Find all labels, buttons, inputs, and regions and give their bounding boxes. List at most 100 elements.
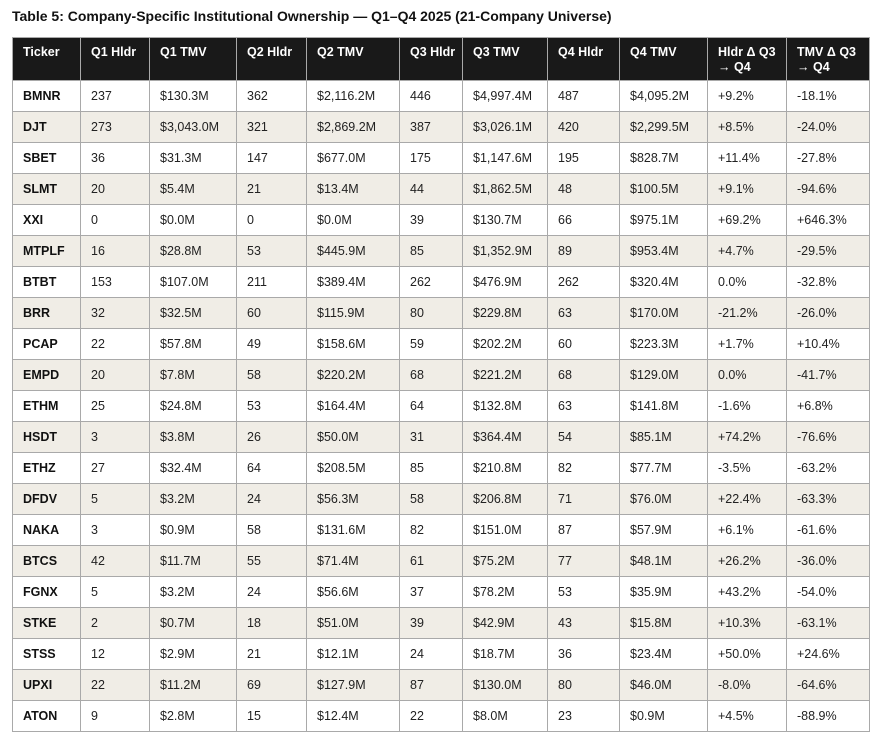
data-cell-q4-hldr: 89 xyxy=(547,235,620,268)
data-cell-q2-tmv: $56.3M xyxy=(306,483,400,516)
data-cell-q1-hldr: 273 xyxy=(80,111,150,144)
table-row-pcap: PCAP 22 $57.8M 49 $158.6M 59 $202.2M 60 $223.3M +… xyxy=(12,328,870,361)
ticker-cell: HSDT xyxy=(12,421,81,454)
data-cell-q1-hldr: 9 xyxy=(80,700,150,733)
data-cell-hldr-delta-q3-q4: +10.3% xyxy=(707,607,787,640)
data-cell-q1-tmv: $28.8M xyxy=(149,235,237,268)
data-cell-q4-tmv: $223.3M xyxy=(619,328,708,361)
data-cell-q1-tmv: $32.4M xyxy=(149,452,237,485)
data-cell-q4-tmv: $170.0M xyxy=(619,297,708,330)
column-header-q2-tmv: Q2 TMV xyxy=(306,37,400,82)
data-cell-q1-hldr: 153 xyxy=(80,266,150,299)
data-cell-tmv-delta-q3-q4: -27.8% xyxy=(786,142,870,175)
data-cell-q3-hldr: 59 xyxy=(399,328,463,361)
institutional-ownership-table: Ticker Q1 Hldr Q1 TMV Q2 Hldr Q2 TMV Q3 Hldr Q… xyxy=(12,37,870,733)
data-cell-hldr-delta-q3-q4: 0.0% xyxy=(707,359,787,392)
data-cell-q3-tmv: $4,997.4M xyxy=(462,80,548,113)
data-cell-q3-tmv: $130.0M xyxy=(462,669,548,702)
data-cell-q2-tmv: $12.1M xyxy=(306,638,400,671)
data-cell-q3-hldr: 61 xyxy=(399,545,463,578)
ticker-cell: BTBT xyxy=(12,266,81,299)
data-cell-q4-tmv: $23.4M xyxy=(619,638,708,671)
data-cell-hldr-delta-q3-q4: 0.0% xyxy=(707,266,787,299)
data-cell-q2-hldr: 0 xyxy=(236,204,307,237)
data-cell-q4-hldr: 53 xyxy=(547,576,620,609)
ticker-cell: SLMT xyxy=(12,173,81,206)
table-row-sbet: SBET 36 $31.3M 147 $677.0M 175 $1,147.6M 195 $82… xyxy=(12,142,870,175)
data-cell-q4-hldr: 68 xyxy=(547,359,620,392)
table-row-naka: NAKA 3 $0.9M 58 $131.6M 82 $151.0M 87 $57.9M +6.1… xyxy=(12,514,870,547)
data-cell-q4-hldr: 36 xyxy=(547,638,620,671)
data-cell-q4-hldr: 63 xyxy=(547,390,620,423)
data-cell-q3-hldr: 82 xyxy=(399,514,463,547)
data-cell-q1-tmv: $107.0M xyxy=(149,266,237,299)
data-cell-q1-tmv: $11.2M xyxy=(149,669,237,702)
table-row-aton: ATON 9 $2.8M 15 $12.4M 22 $8.0M 23 $0.9M +4.5% -88… xyxy=(12,700,870,733)
data-cell-tmv-delta-q3-q4: +24.6% xyxy=(786,638,870,671)
data-cell-q3-hldr: 39 xyxy=(399,607,463,640)
ticker-cell: BMNR xyxy=(12,80,81,113)
table-row-xxi: XXI 0 $0.0M 0 $0.0M 39 $130.7M 66 $975.1M +69.2% +… xyxy=(12,204,870,237)
table-row-stke: STKE 2 $0.7M 18 $51.0M 39 $42.9M 43 $15.8M +10.3%… xyxy=(12,607,870,640)
table-row-dfdv: DFDV 5 $3.2M 24 $56.3M 58 $206.8M 71 $76.0M +22.4… xyxy=(12,483,870,516)
data-cell-q1-hldr: 5 xyxy=(80,576,150,609)
data-cell-q1-hldr: 237 xyxy=(80,80,150,113)
data-cell-q3-tmv: $151.0M xyxy=(462,514,548,547)
data-cell-q4-hldr: 43 xyxy=(547,607,620,640)
data-cell-hldr-delta-q3-q4: +26.2% xyxy=(707,545,787,578)
ticker-cell: ETHZ xyxy=(12,452,81,485)
data-cell-q1-hldr: 0 xyxy=(80,204,150,237)
data-cell-q3-tmv: $8.0M xyxy=(462,700,548,733)
data-cell-q1-hldr: 20 xyxy=(80,173,150,206)
data-cell-q2-tmv: $220.2M xyxy=(306,359,400,392)
ticker-cell: DFDV xyxy=(12,483,81,516)
data-cell-q2-tmv: $2,869.2M xyxy=(306,111,400,144)
data-cell-q2-hldr: 58 xyxy=(236,359,307,392)
table-row-stss: STSS 12 $2.9M 21 $12.1M 24 $18.7M 36 $23.4M +50.0… xyxy=(12,638,870,671)
data-cell-q1-tmv: $2.8M xyxy=(149,700,237,733)
ticker-cell: SBET xyxy=(12,142,81,175)
data-cell-q4-tmv: $100.5M xyxy=(619,173,708,206)
data-cell-tmv-delta-q3-q4: -94.6% xyxy=(786,173,870,206)
data-cell-q2-tmv: $115.9M xyxy=(306,297,400,330)
ticker-cell: MTPLF xyxy=(12,235,81,268)
data-cell-q1-hldr: 12 xyxy=(80,638,150,671)
data-cell-q2-tmv: $208.5M xyxy=(306,452,400,485)
data-cell-tmv-delta-q3-q4: -88.9% xyxy=(786,700,870,733)
data-cell-hldr-delta-q3-q4: +8.5% xyxy=(707,111,787,144)
data-cell-q3-tmv: $1,862.5M xyxy=(462,173,548,206)
data-cell-q2-hldr: 58 xyxy=(236,514,307,547)
data-cell-q1-hldr: 27 xyxy=(80,452,150,485)
data-cell-hldr-delta-q3-q4: +4.7% xyxy=(707,235,787,268)
data-cell-q1-hldr: 22 xyxy=(80,669,150,702)
data-cell-hldr-delta-q3-q4: +4.5% xyxy=(707,700,787,733)
data-cell-q4-hldr: 195 xyxy=(547,142,620,175)
data-cell-tmv-delta-q3-q4: -26.0% xyxy=(786,297,870,330)
ticker-cell: UPXI xyxy=(12,669,81,702)
data-cell-hldr-delta-q3-q4: +1.7% xyxy=(707,328,787,361)
ticker-cell: FGNX xyxy=(12,576,81,609)
data-cell-q2-tmv: $13.4M xyxy=(306,173,400,206)
table-header-row: Ticker Q1 Hldr Q1 TMV Q2 Hldr Q2 TMV Q3 Hldr Q… xyxy=(12,37,870,82)
data-cell-q2-hldr: 64 xyxy=(236,452,307,485)
data-cell-q4-hldr: 487 xyxy=(547,80,620,113)
data-cell-q1-tmv: $31.3M xyxy=(149,142,237,175)
table-row-ethz: ETHZ 27 $32.4M 64 $208.5M 85 $210.8M 82 $77.7M -3… xyxy=(12,452,870,485)
data-cell-q3-hldr: 85 xyxy=(399,235,463,268)
data-cell-q2-hldr: 55 xyxy=(236,545,307,578)
data-cell-q4-tmv: $129.0M xyxy=(619,359,708,392)
data-cell-q3-tmv: $202.2M xyxy=(462,328,548,361)
data-cell-q2-tmv: $677.0M xyxy=(306,142,400,175)
column-header-q3-hldr: Q3 Hldr xyxy=(399,37,463,82)
data-cell-hldr-delta-q3-q4: +43.2% xyxy=(707,576,787,609)
data-cell-q4-tmv: $35.9M xyxy=(619,576,708,609)
data-cell-q2-tmv: $50.0M xyxy=(306,421,400,454)
data-cell-q3-hldr: 64 xyxy=(399,390,463,423)
data-cell-q1-tmv: $11.7M xyxy=(149,545,237,578)
data-cell-q4-hldr: 82 xyxy=(547,452,620,485)
data-cell-hldr-delta-q3-q4: +50.0% xyxy=(707,638,787,671)
data-cell-q1-tmv: $3,043.0M xyxy=(149,111,237,144)
data-cell-q1-tmv: $32.5M xyxy=(149,297,237,330)
data-cell-q1-tmv: $3.2M xyxy=(149,483,237,516)
data-cell-q1-hldr: 42 xyxy=(80,545,150,578)
